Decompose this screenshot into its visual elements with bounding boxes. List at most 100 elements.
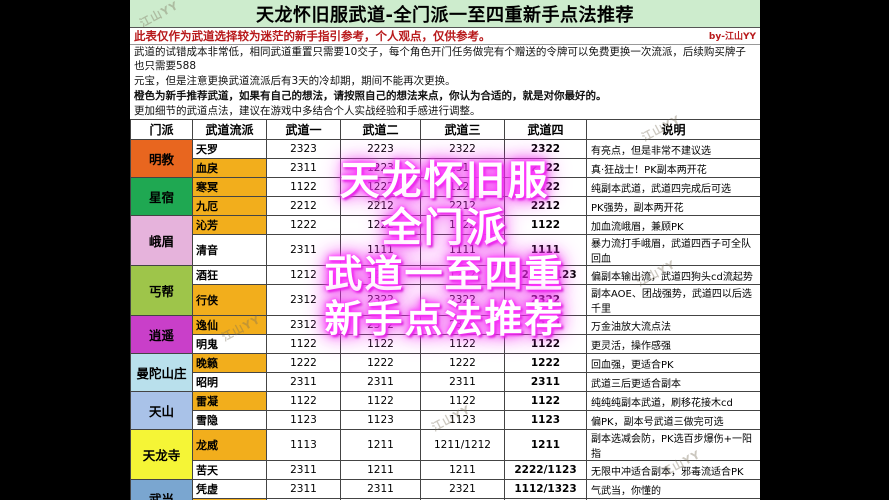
wudao-3-cell: 2311 <box>420 158 505 178</box>
table-row: 明教 天罗 2323 2223 2322 2322 有亮点，但是非常不建议选 <box>130 139 760 178</box>
wudao-2-cell: 1122 <box>340 334 421 354</box>
wudao-3-cell: 2311 <box>420 372 505 392</box>
table-row: 明鬼 1122 1122 1122 1122 更灵活，操作感强 <box>131 334 760 354</box>
header-wudao-3: 武道三 <box>420 119 505 140</box>
wudao-2-cell: 2212 <box>340 196 421 216</box>
desc-cell: 真·狂战士！PK副本两开花 <box>586 158 760 178</box>
note-line-1: 武道的试错成本非常低，相同武道重置只需要10交子，每个角色开门任务做完有个赠送的… <box>134 46 746 72</box>
desc-cell: 暴力流打手峨眉，武道四西子可全队回血 <box>586 234 760 266</box>
byline: by-江山YY <box>708 32 756 43</box>
wudao-1-cell: 2311 <box>266 479 341 499</box>
wudao-1-cell: 2312 <box>266 284 341 316</box>
desc-cell: 偏副本输出流，武道四狗头cd流起势 <box>586 265 760 285</box>
wudao-1-cell: 2312 <box>266 315 341 335</box>
style-cell: 雪隐 <box>192 410 267 430</box>
desc-cell: 偏PK，副本号武道三做完可选 <box>586 410 760 430</box>
page-title: 天龙怀旧服武道-全门派一至四重新手点法推荐 <box>256 4 634 26</box>
desc-cell: 气武当，你懂的 <box>586 479 760 499</box>
style-cell: 寒冥 <box>192 177 267 197</box>
wudao-4-cell: 2312 <box>504 315 587 335</box>
wudao-3-cell: 1222 <box>420 353 505 373</box>
wudao-3-cell: 1222 <box>420 215 505 235</box>
style-cell: 明鬼 <box>192 334 267 354</box>
table-row: 清音 2311 1111 1111 1111 暴力流打手峨眉，武道四西子可全队回血 <box>131 234 760 266</box>
wudao-2-cell: 1211 <box>340 460 421 480</box>
desc-cell: 万金油放大流点法 <box>586 315 760 335</box>
wudao-1-cell: 1212 <box>266 265 341 285</box>
wudao-4-cell: 2322 <box>504 139 587 159</box>
wudao-1-cell: 1222 <box>266 353 341 373</box>
table-row: 曼陀山庄 晚籁 1222 1222 1222 1222 回血强，更适合PK <box>130 353 760 392</box>
wudao-2-cell: 1211 <box>340 429 421 461</box>
wudao-4-cell: 2222 <box>504 158 587 178</box>
wudao-1-cell: 1122 <box>266 391 341 411</box>
wudao-3-cell: 1111 <box>420 234 505 266</box>
table-body: 明教 天罗 2323 2223 2322 2322 有亮点，但是非常不建议选 血戾 2311 12… <box>130 139 760 500</box>
wudao-3-cell: 2321 <box>420 479 505 499</box>
desc-cell: 副本选减会防，PK选25%会心 <box>586 498 760 500</box>
table-row: 苦天 2311 1211 1211 2222/1123 无限中冲适合副本，邪毒流适合PK <box>131 460 760 480</box>
table-row: 昭明 2311 2311 2311 2311 武道三后更适合副本 <box>131 372 760 392</box>
wudao-4-cell: 2322 <box>504 284 587 316</box>
table-header-row: 门派 武道流派 武道一 武道二 武道三 武道四 说明 <box>130 119 760 140</box>
wudao-4-cell: 1222/1123 <box>504 265 587 285</box>
header-wudao-4: 武道四 <box>504 119 587 140</box>
wudao-2-cell: 1111 <box>340 234 421 266</box>
wudao-3-cell: 1222 <box>420 265 505 285</box>
wudao-2-cell: 2322 <box>340 284 421 316</box>
table-row: 九厄 2212 2212 2212 2212 PK强势，副本两开花 <box>131 196 760 216</box>
style-cell: 凭虚 <box>192 479 267 499</box>
sect-cell: 曼陀山庄 <box>130 353 193 392</box>
guide-sheet: 天龙怀旧服武道-全门派一至四重新手点法推荐 江山YY 此表仅作为武道选择较为迷茫… <box>130 0 760 500</box>
style-cell: 苦天 <box>192 460 267 480</box>
wudao-2-cell: 1123 <box>340 410 421 430</box>
wudao-2-cell: 2311 <box>340 372 421 392</box>
desc-cell: 纯纯纯副本武道，刷移花接木cd <box>586 391 760 411</box>
wudao-3-cell: 2312 <box>420 315 505 335</box>
desc-cell: 有亮点，但是非常不建议选 <box>586 139 760 159</box>
desc-cell: PK强势，副本两开花 <box>586 196 760 216</box>
wudao-4-cell: 2222/1123 <box>504 460 587 480</box>
header-style: 武道流派 <box>192 119 267 140</box>
wudao-1-cell: 2212 <box>266 196 341 216</box>
sect-cell: 星宿 <box>130 177 193 216</box>
note-line-3: 橙色为新手推荐武道，如果有自己的想法，请按照自己的想法来点，你认为合适的，就是对… <box>134 89 607 102</box>
wudao-1-cell: 1122 <box>266 334 341 354</box>
wudao-3-cell: 2212 <box>420 196 505 216</box>
style-cell: 清音 <box>192 234 267 266</box>
wudao-1-cell: 1122 <box>266 177 341 197</box>
table-row: 血戾 2311 1223 2311 2222 真·狂战士！PK副本两开花 <box>131 158 760 178</box>
table-row: 丐帮 酒狂 1212 1222 1222 1222/1123 偏副本输出流，武道四狗头cd流… <box>130 265 760 316</box>
desc-cell: 武道三后更适合副本 <box>586 372 760 392</box>
wudao-3-cell: 1122 <box>420 177 505 197</box>
style-cell: 逸仙 <box>192 315 267 335</box>
sect-cell: 明教 <box>130 139 193 178</box>
style-cell: 昭明 <box>192 372 267 392</box>
wudao-2-cell: 2312 <box>340 315 421 335</box>
wudao-2-cell: 1222 <box>340 353 421 373</box>
wudao-2-cell: 1122 <box>340 391 421 411</box>
wudao-3-cell: 2322 <box>420 284 505 316</box>
desc-cell: 回血强，更适合PK <box>586 353 760 373</box>
wudao-4-cell: 2311 <box>504 372 587 392</box>
header-desc: 说明 <box>586 119 760 140</box>
header-wudao-1: 武道一 <box>266 119 341 140</box>
style-cell: 雷凝 <box>192 391 267 411</box>
wudao-4-cell: 1222 <box>504 353 587 373</box>
wudao-1-cell: 1113 <box>266 429 341 461</box>
style-cell: 九厄 <box>192 196 267 216</box>
sect-cell: 逍遥 <box>130 315 193 354</box>
wudao-1-cell: 2311 <box>266 234 341 266</box>
wudao-2-cell: 1222 <box>340 177 421 197</box>
header-sect: 门派 <box>130 119 193 140</box>
wudao-1-cell: 2311 <box>266 158 341 178</box>
desc-cell: 副本选减会防，PK选百步爆伤+一阳指 <box>586 429 760 461</box>
style-cell: 血戾 <box>192 158 267 178</box>
notice-text: 此表仅作为武道选择较为迷茫的新手指引参考，个人观点，仅供参考。 <box>134 29 491 43</box>
sect-cell: 丐帮 <box>130 265 193 316</box>
notes-block: 此表仅作为武道选择较为迷茫的新手指引参考，个人观点，仅供参考。 by-江山YY … <box>130 28 760 119</box>
desc-cell: 无限中冲适合副本，邪毒流适合PK <box>586 460 760 480</box>
watermark: 江山YY <box>137 0 181 31</box>
table-row: 星宿 寒冥 1122 1222 1122 1122 纯副本武道，武道四完成后可选 <box>130 177 760 216</box>
